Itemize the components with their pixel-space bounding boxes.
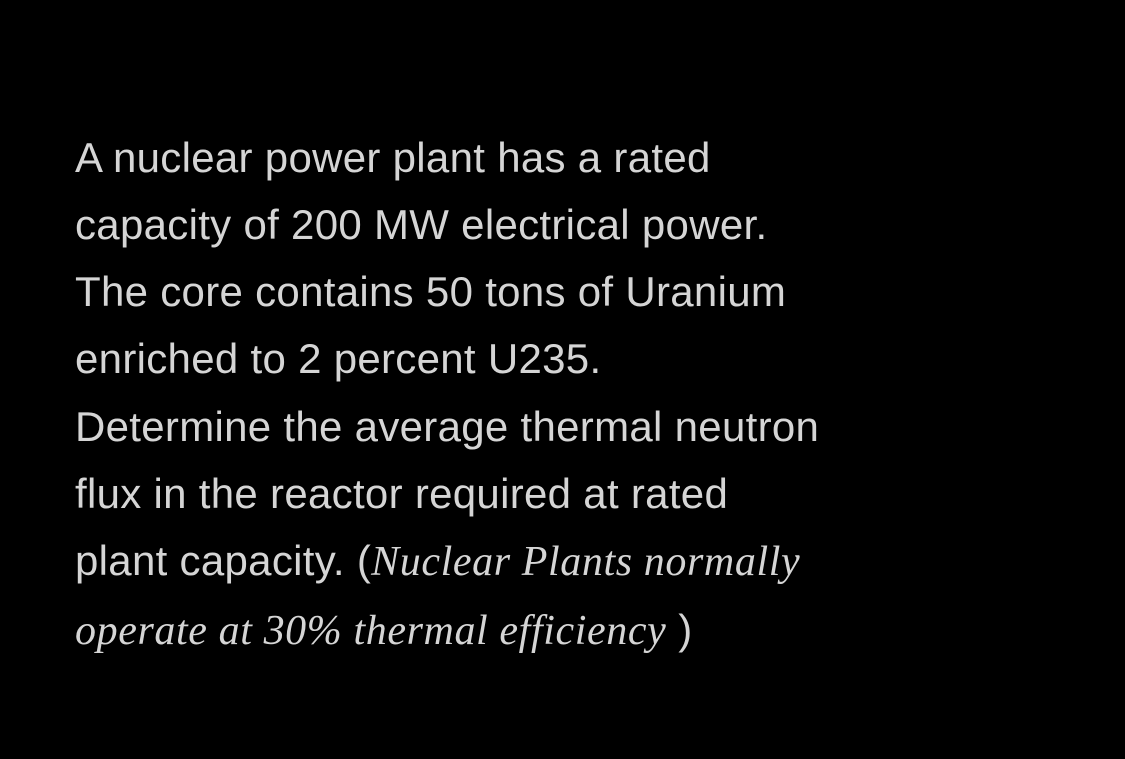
- text-line-5: Determine the average thermal neutron: [75, 403, 819, 450]
- italic-note-value: 30%: [264, 608, 343, 654]
- closing-paren: ): [666, 606, 692, 653]
- italic-note-suffix: thermal efficiency: [342, 608, 666, 654]
- text-line-3: The core contains 50 tons of Uranium: [75, 268, 786, 315]
- italic-note-line-1: Nuclear Plants normally: [371, 539, 800, 585]
- problem-text: A nuclear power plant has a rated capaci…: [75, 124, 819, 666]
- text-line-4: enriched to 2 percent U235.: [75, 335, 601, 382]
- text-line-2: capacity of 200 MW electrical power.: [75, 201, 767, 248]
- text-line-6: flux in the reactor required at rated: [75, 470, 728, 517]
- italic-note-prefix: operate at: [75, 608, 264, 654]
- text-line-7-prefix: plant capacity. (: [75, 537, 371, 584]
- text-line-1: A nuclear power plant has a rated: [75, 134, 711, 181]
